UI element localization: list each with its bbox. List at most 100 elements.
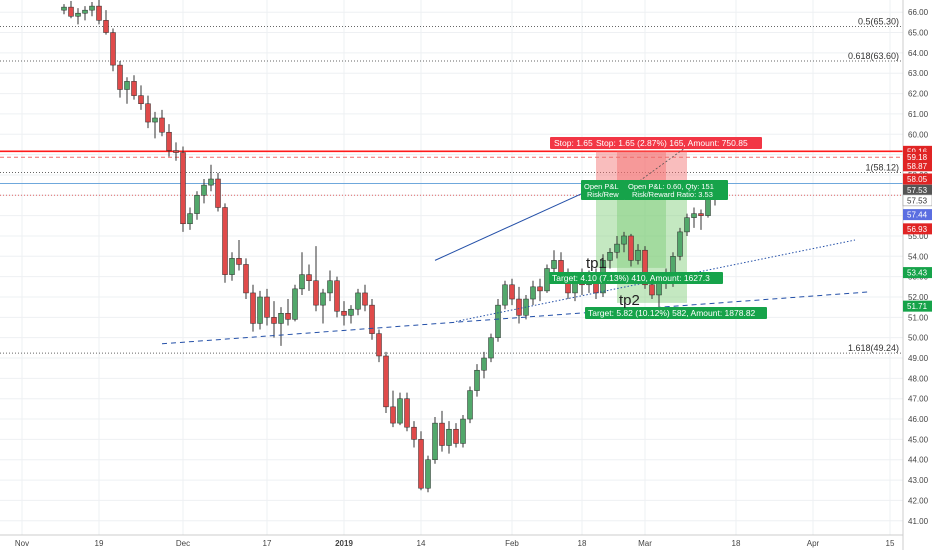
y-tick-label: 55.00 [908, 232, 929, 241]
price-tag [903, 151, 932, 163]
candle-body [474, 369, 480, 391]
target1-label: Target: 4.10 (7.13%) 410, Amount: 1627.3 [552, 273, 710, 283]
candle-body [124, 81, 130, 90]
candle-body [607, 251, 613, 261]
candle-body [96, 5, 102, 21]
y-tick-label: 61.00 [908, 110, 929, 119]
price-tag-label: 57.53 [907, 186, 928, 195]
candle-body [642, 249, 648, 286]
candle-body [75, 12, 81, 17]
candle-body [439, 422, 445, 446]
stop-label-b: Stop: 1.65 (2.87%) 165, Amount: 750.85 [596, 138, 748, 148]
price-tag [903, 209, 932, 221]
candle-body [467, 390, 473, 420]
price-tags: 59.1659.1858.8758.0557.5357.5357.4456.93… [902, 145, 932, 312]
candle-body [551, 260, 557, 269]
candle-body [278, 313, 284, 324]
y-tick-label: 50.00 [908, 334, 929, 343]
candle-body [383, 355, 389, 408]
candle-body [348, 308, 354, 316]
candle-body [446, 428, 452, 446]
candle-body [292, 288, 298, 320]
price-tag-label: 53.43 [907, 269, 928, 278]
candle-body [194, 195, 200, 214]
candle-body [145, 103, 151, 123]
candle-body [327, 280, 333, 294]
candle-body [159, 117, 165, 133]
x-tick-label: 14 [417, 539, 426, 548]
candle-body [173, 150, 179, 153]
candle-body [495, 304, 501, 338]
candle-body [138, 95, 144, 104]
y-tick-label: 41.00 [908, 517, 929, 526]
candle-body [453, 428, 459, 444]
candle-body [614, 243, 620, 253]
y-tick-label: 51.00 [908, 313, 929, 322]
candle-body [271, 317, 277, 324]
x-tick-label: Nov [15, 539, 29, 548]
candle-body [411, 426, 417, 440]
x-tick-label: 2019 [335, 539, 353, 548]
price-tag-label: 59.18 [907, 153, 928, 162]
candle-body [334, 280, 340, 312]
price-tag-label: 57.53 [907, 196, 928, 205]
price-tag [903, 267, 932, 279]
candle-body [544, 268, 550, 292]
y-tick-label: 42.00 [908, 496, 929, 505]
price-tag [903, 160, 932, 172]
candle-body [313, 280, 319, 306]
candle-body [306, 274, 312, 281]
y-tick-label: 60.00 [908, 130, 929, 139]
candle-body [509, 284, 515, 300]
stop-zone [617, 151, 687, 185]
y-tick-label: 46.00 [908, 415, 929, 424]
candle-body [180, 152, 186, 225]
candle-body [236, 258, 242, 265]
pl-label-a2: Risk/Rew [587, 190, 619, 199]
price-tag [902, 194, 932, 207]
candle-body [250, 292, 256, 324]
trend-line [434, 186, 597, 261]
y-tick-label: 44.00 [908, 456, 929, 465]
time-axis[interactable]: 15Nov19Dec17201914Feb18Mar18Apr15 [0, 534, 903, 548]
level-label: 1(58.12) [865, 163, 899, 173]
candle-body [488, 337, 494, 359]
candle-body [187, 213, 193, 225]
x-tick-label: 15 [886, 539, 895, 548]
y-tick-label: 43.00 [908, 476, 929, 485]
stop-label-a: Stop: 1.65 [554, 138, 593, 148]
candle-body [222, 207, 228, 275]
candle-body [530, 286, 536, 300]
candle-body [432, 422, 438, 460]
candle-body [299, 274, 305, 290]
price-tag-label: 51.71 [907, 302, 928, 311]
trend-line [161, 291, 870, 345]
candle-body [362, 292, 368, 306]
candle-body [677, 231, 683, 257]
candle-body [68, 6, 74, 17]
candle-body [369, 304, 375, 334]
price-tag-label: 56.93 [907, 225, 928, 234]
tp2-label: tp2 [619, 292, 640, 309]
level-label: 0.5(65.30) [858, 16, 899, 26]
pl-label-b1: Open P&L: 0.60, Qty: 151 [628, 182, 714, 191]
y-tick-label: 64.00 [908, 49, 929, 58]
candle-body [502, 284, 508, 306]
price-tag [903, 173, 932, 185]
candle-body [649, 284, 655, 296]
target1-box [549, 272, 723, 284]
candle-body [152, 117, 158, 123]
candle-body [691, 213, 697, 218]
candle-body [621, 235, 627, 245]
candle-body [320, 292, 326, 306]
x-tick-label: 19 [95, 539, 104, 548]
grid [0, 0, 903, 535]
candle-body [628, 235, 634, 261]
target2-label: Target: 5.82 (10.12%) 582, Amount: 1878.… [588, 308, 756, 318]
y-tick-label: 54.00 [908, 252, 929, 261]
candle-body [103, 20, 109, 33]
price-tag [903, 184, 932, 196]
annotations: Stop: 1.65 Stop: 1.65 (2.87%) 165, Amount… [549, 137, 767, 319]
candle-body [390, 406, 396, 424]
